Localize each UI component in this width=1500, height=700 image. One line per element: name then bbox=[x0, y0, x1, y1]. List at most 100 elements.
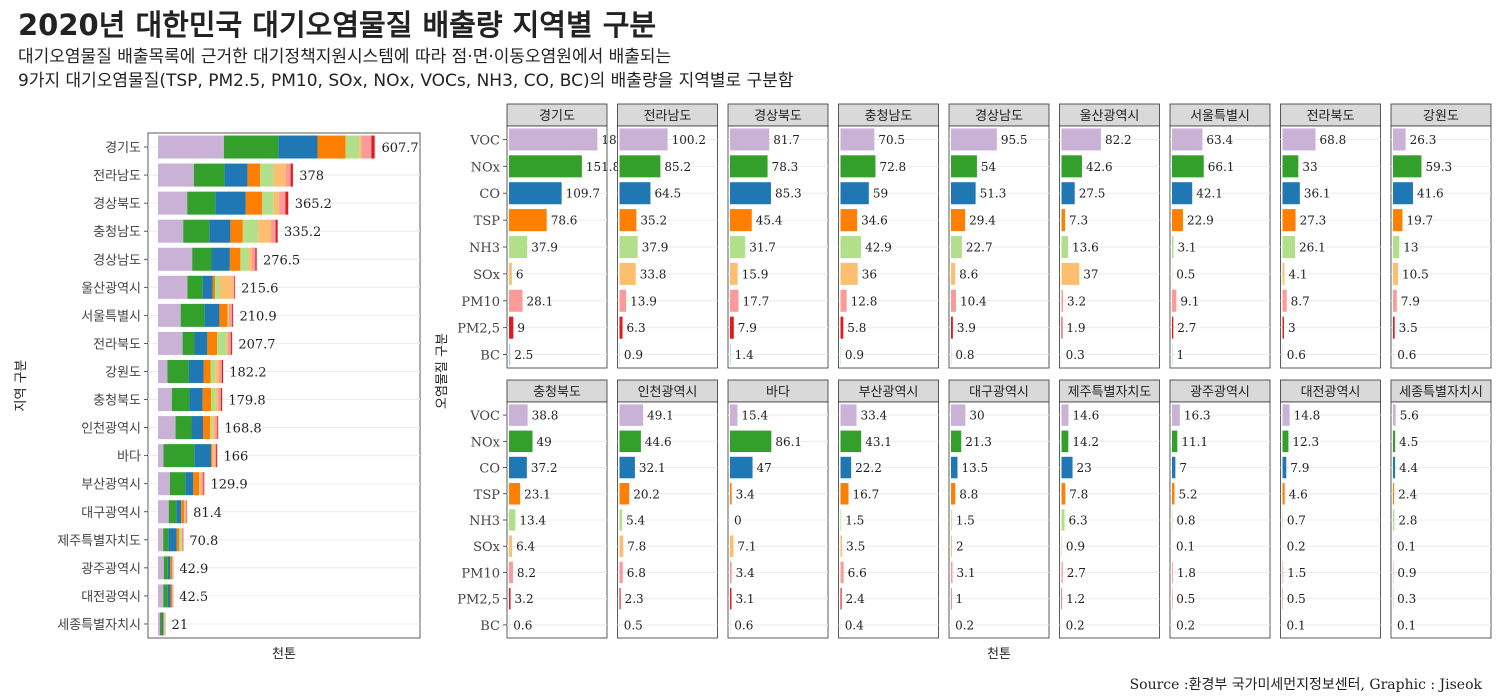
facet-value-label: 7.9 bbox=[738, 321, 757, 335]
facet-bar bbox=[840, 587, 842, 610]
facet-value-label: 6.4 bbox=[516, 540, 535, 554]
facet-bar bbox=[509, 587, 511, 610]
stacked-bar-segment bbox=[317, 135, 346, 159]
facet-bar bbox=[619, 509, 623, 531]
stacked-bar-segment bbox=[181, 500, 185, 524]
facet-bar bbox=[619, 235, 638, 259]
stacked-bar-segment bbox=[273, 191, 280, 215]
facet-bar bbox=[1061, 509, 1065, 531]
facet-bar bbox=[619, 289, 627, 312]
facet-bar bbox=[619, 316, 623, 339]
facet-value-label: 11.1 bbox=[1181, 435, 1208, 449]
chart-caption: Source :환경부 국가미세먼지정보센터, Graphic : Jiseok bbox=[1129, 677, 1482, 693]
facet-bar bbox=[1282, 182, 1300, 205]
facet-bar bbox=[1061, 404, 1069, 426]
facet-bar bbox=[951, 316, 953, 339]
facet-bar bbox=[619, 587, 621, 610]
facet-bar bbox=[1393, 235, 1400, 259]
facet-strip-label: 서울특별시 bbox=[1190, 109, 1250, 124]
facet-value-label: 0.9 bbox=[845, 348, 864, 362]
facet-bar bbox=[509, 128, 598, 151]
facet-value-label: 37.2 bbox=[531, 461, 558, 475]
facet-bar bbox=[509, 561, 513, 584]
chart-subtitle-line-2: 9가지 대기오염물질(TSP, PM2.5, PM10, SOx, NOx, V… bbox=[18, 71, 794, 91]
facet-value-label: 0.5 bbox=[1176, 267, 1195, 281]
stacked-bar-segment bbox=[285, 191, 289, 215]
facet-value-label: 2.7 bbox=[1067, 566, 1086, 580]
facet-value-label: 47 bbox=[757, 461, 772, 475]
stacked-bar-segment bbox=[218, 359, 222, 383]
stacked-bar-segment bbox=[158, 163, 194, 187]
facet-value-label: 4.6 bbox=[1289, 487, 1308, 501]
facet-value-label: 37.9 bbox=[642, 241, 669, 255]
facet-value-label: 0.6 bbox=[513, 618, 532, 632]
stacked-bar-segment bbox=[184, 500, 186, 524]
chart-title: 2020년 대한민국 대기오염물질 배출량 지역별 구분 bbox=[18, 8, 657, 42]
facet-value-label: 12.8 bbox=[851, 294, 878, 308]
stacked-bar-segment bbox=[203, 359, 211, 383]
facet-value-label: 0.5 bbox=[1287, 592, 1306, 606]
facet-value-label: 30 bbox=[969, 409, 984, 423]
facet-value-label: 6 bbox=[516, 267, 524, 281]
facet-strip-label: 충청남도 bbox=[865, 109, 913, 124]
facet-value-label: 15.4 bbox=[741, 409, 768, 423]
facet-value-label: 81.7 bbox=[773, 133, 800, 147]
facet-bar bbox=[1393, 316, 1395, 339]
stacked-bar-segment bbox=[169, 472, 186, 496]
facet-value-label: 5.4 bbox=[626, 514, 645, 528]
facet-value-label: 0.9 bbox=[1066, 540, 1085, 554]
facet-bar bbox=[951, 209, 966, 232]
stacked-bar-segment bbox=[233, 275, 235, 299]
region-tick-label: 대구광역시 bbox=[81, 506, 141, 521]
region-tick-label: 인천광역시 bbox=[81, 422, 141, 437]
facet-bar bbox=[730, 209, 752, 232]
facet-bar bbox=[1282, 561, 1284, 584]
facet-bar bbox=[730, 235, 746, 259]
stacked-bar-segment bbox=[199, 472, 202, 496]
facet-bar bbox=[1172, 483, 1175, 505]
stacked-bar-segment bbox=[158, 247, 193, 271]
stacked-bar-segment bbox=[194, 444, 212, 468]
left-panel-frame bbox=[147, 132, 421, 639]
stacked-bar-segment bbox=[210, 416, 213, 440]
facet-strip-label: 바다 bbox=[766, 385, 790, 400]
facet-strip-label: 세종특별자치시 bbox=[1399, 385, 1483, 400]
facet-bar bbox=[840, 430, 862, 453]
facet-bar bbox=[1061, 128, 1101, 151]
facet-bar bbox=[951, 128, 997, 151]
stacked-bar-segment bbox=[158, 500, 169, 524]
region-tick-label: 충청북도 bbox=[93, 394, 141, 409]
facet-bar bbox=[951, 509, 952, 531]
stacked-bar-segment bbox=[211, 247, 230, 271]
facet-value-label: 59.3 bbox=[1425, 160, 1452, 174]
facet-value-label: 7.3 bbox=[1069, 214, 1088, 228]
pollutant-tick-label: NH3 bbox=[469, 514, 500, 529]
facet-value-label: 33 bbox=[1302, 160, 1317, 174]
facet-bar bbox=[840, 535, 843, 557]
facet-bar bbox=[840, 182, 869, 205]
facet-value-label: 3.1 bbox=[956, 566, 975, 580]
facet-bar bbox=[1061, 587, 1063, 610]
stacked-bar-segment bbox=[215, 275, 220, 299]
facet-value-label: 0.1 bbox=[1176, 540, 1195, 554]
stacked-bar-segment bbox=[202, 388, 212, 412]
facet-value-label: 2.8 bbox=[1398, 514, 1417, 528]
facet-value-label: 33.4 bbox=[861, 409, 888, 423]
stacked-bar-segment bbox=[171, 388, 190, 412]
stacked-bar-segment bbox=[221, 359, 224, 383]
stacked-bar-segment bbox=[278, 135, 318, 159]
stacked-bar-segment bbox=[187, 275, 203, 299]
stacked-bar-segment bbox=[158, 359, 168, 383]
facet-bar bbox=[619, 155, 661, 178]
stacked-bar-segment bbox=[212, 416, 215, 440]
stacked-bar-segment bbox=[167, 359, 189, 383]
facet-value-label: 6.8 bbox=[627, 566, 646, 580]
facet-value-label: 78.3 bbox=[772, 160, 799, 174]
facet-bar bbox=[840, 404, 857, 426]
facet-value-label: 0.6 bbox=[1287, 348, 1306, 362]
stacked-bar-segment bbox=[163, 612, 165, 636]
facet-value-label: 35.2 bbox=[640, 214, 667, 228]
facet-value-label: 0.1 bbox=[1397, 540, 1416, 554]
facet-value-label: 4.4 bbox=[1399, 461, 1418, 475]
